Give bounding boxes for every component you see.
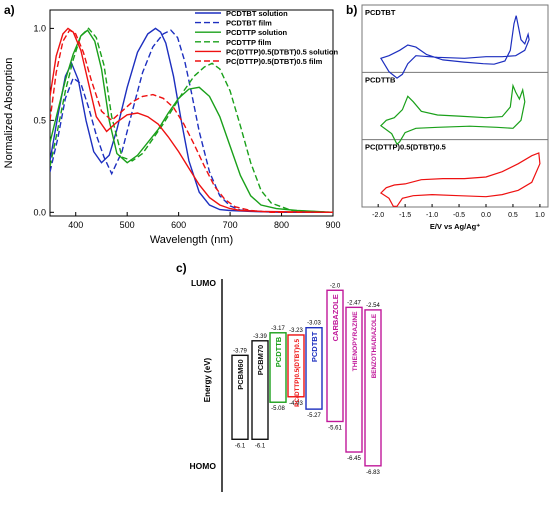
lumo-label: LUMO	[191, 278, 216, 288]
material-label-thienopyrazine: THIENOPYRAZINE	[352, 311, 359, 372]
level-bar-benzothiadiazole	[364, 309, 382, 467]
material-label-pcdtbt: PCDTBT	[310, 331, 319, 362]
x-tick-label: 900	[325, 220, 340, 230]
cv-x-tick-label: -0.5	[453, 212, 465, 219]
cv-trace-label-pc-dttp-0-5-dtbt-0-5: PC(DTTP)0.5(DTBT)0.5	[365, 143, 446, 152]
energy-axis-label: Energy (eV)	[203, 357, 212, 402]
material-label-pc-dttp-0-5-dtbt-0-5: PC(DTTP)0.5(DTBT)0.5	[294, 338, 301, 406]
lumo-value: -3.17	[271, 326, 285, 332]
legend-entry: PCDTBT film	[226, 19, 272, 28]
cv-x-axis-label: E/V vs Ag/Ag⁺	[430, 222, 480, 231]
lumo-value: -3.23	[289, 328, 303, 334]
x-tick-label: 400	[68, 220, 83, 230]
legend-entry: PCDTBT solution	[226, 9, 288, 18]
homo-value: -6.45	[347, 456, 361, 462]
lumo-value: -2.54	[366, 303, 380, 309]
y-tick-label: 0.0	[33, 207, 46, 217]
y-tick-label: 1.0	[33, 23, 46, 33]
cv-frame	[361, 4, 549, 208]
cv-x-tick-label: -1.0	[426, 212, 438, 219]
lumo-value: -2.0	[330, 283, 341, 289]
cv-x-tick-label: 1.0	[535, 212, 545, 219]
legend-entry: PCDTTP film	[226, 38, 272, 47]
x-tick-label: 500	[120, 220, 135, 230]
lumo-value: -2.47	[347, 300, 361, 306]
cv-x-tick-label: 0.0	[481, 212, 491, 219]
x-axis-label: Wavelength (nm)	[150, 234, 233, 246]
level-bar-pc-dttp-0-5-dtbt-0-5	[287, 334, 305, 398]
panel-label-b: b)	[346, 3, 357, 17]
cv-trace-pcdtbt	[379, 15, 530, 79]
homo-value: -6.83	[366, 470, 380, 476]
plot-frame	[49, 9, 334, 217]
homo-value: -5.27	[307, 413, 321, 419]
material-label-pcdttb: PCDTTB	[274, 336, 283, 367]
legend-entry: PC(DTTP)0.5(DTBT)0.5 film	[226, 57, 323, 66]
panel-label-a: a)	[4, 3, 15, 17]
level-bar-thienopyrazine	[345, 306, 363, 453]
legend-entry: PC(DTTP)0.5(DTBT)0.5 solution	[226, 47, 339, 56]
level-bar-pcbm60	[231, 354, 249, 440]
lumo-value: -3.79	[233, 348, 247, 354]
panel-label-c: c)	[176, 261, 187, 275]
level-bar-pcdtbt	[305, 327, 323, 410]
homo-value: -4.93	[289, 401, 303, 407]
cv-trace-pc-dttp-0-5-dtbt-0-5	[379, 152, 541, 207]
level-bar-pcdttb	[269, 332, 287, 403]
material-label-carbazole: CARBAZOLE	[331, 294, 340, 341]
material-label-pcbm60: PCBM60	[236, 359, 245, 389]
legend-entry: PCDTTP solution	[226, 28, 288, 37]
series-line-pcdttp-film	[50, 27, 333, 213]
lumo-value: -3.03	[307, 321, 321, 327]
homo-value: -6.1	[235, 443, 246, 449]
homo-value: -5.61	[328, 425, 342, 431]
homo-value: -6.1	[255, 443, 266, 449]
series-line-pcdtbt-solution	[50, 27, 333, 213]
absorption-chart: 400 500 600 700 800 900 0.0 0.5 1.0 Wavelength (n…	[3, 9, 341, 246]
cv-x-tick-label: -1.5	[399, 212, 411, 219]
x-tick-label: 700	[223, 220, 238, 230]
homo-label: HOMO	[190, 461, 217, 471]
x-tick-label: 800	[274, 220, 289, 230]
y-tick-label: 0.5	[33, 115, 46, 125]
series-line-pcdtbt-film	[50, 29, 333, 213]
homo-value: -5.08	[271, 406, 285, 412]
cv-x-tick-label: -2.0	[372, 212, 384, 219]
cv-x-tick-label: 0.5	[508, 212, 518, 219]
material-label-pcbm70: PCBM70	[256, 345, 265, 375]
level-bar-carbazole	[326, 289, 344, 423]
series-line-pc-dttp-0-5-dtbt-0-5-film	[50, 29, 333, 213]
cv-trace-label-pcdtbt: PCDTBT	[365, 8, 396, 17]
y-axis-label: Normalized Absorption	[3, 58, 15, 169]
level-bar-pcbm70	[251, 340, 269, 440]
cyclic-voltammetry-chart: PCDTBT PCDTTB PC(DTTP)0.5(DTBT)0.5 -2.0 -1.5…	[361, 4, 549, 231]
cv-trace-label-pcdttb: PCDTTB	[365, 75, 396, 84]
series-line-pc-dttp-0-5-dtbt-0-5-solution	[50, 27, 333, 213]
cv-trace-pcdttb	[379, 83, 526, 146]
x-tick-label: 600	[171, 220, 186, 230]
lumo-value: -3.39	[253, 334, 267, 340]
material-label-benzothiadiazole: BENZOTHIADIAZOLE	[371, 314, 378, 378]
